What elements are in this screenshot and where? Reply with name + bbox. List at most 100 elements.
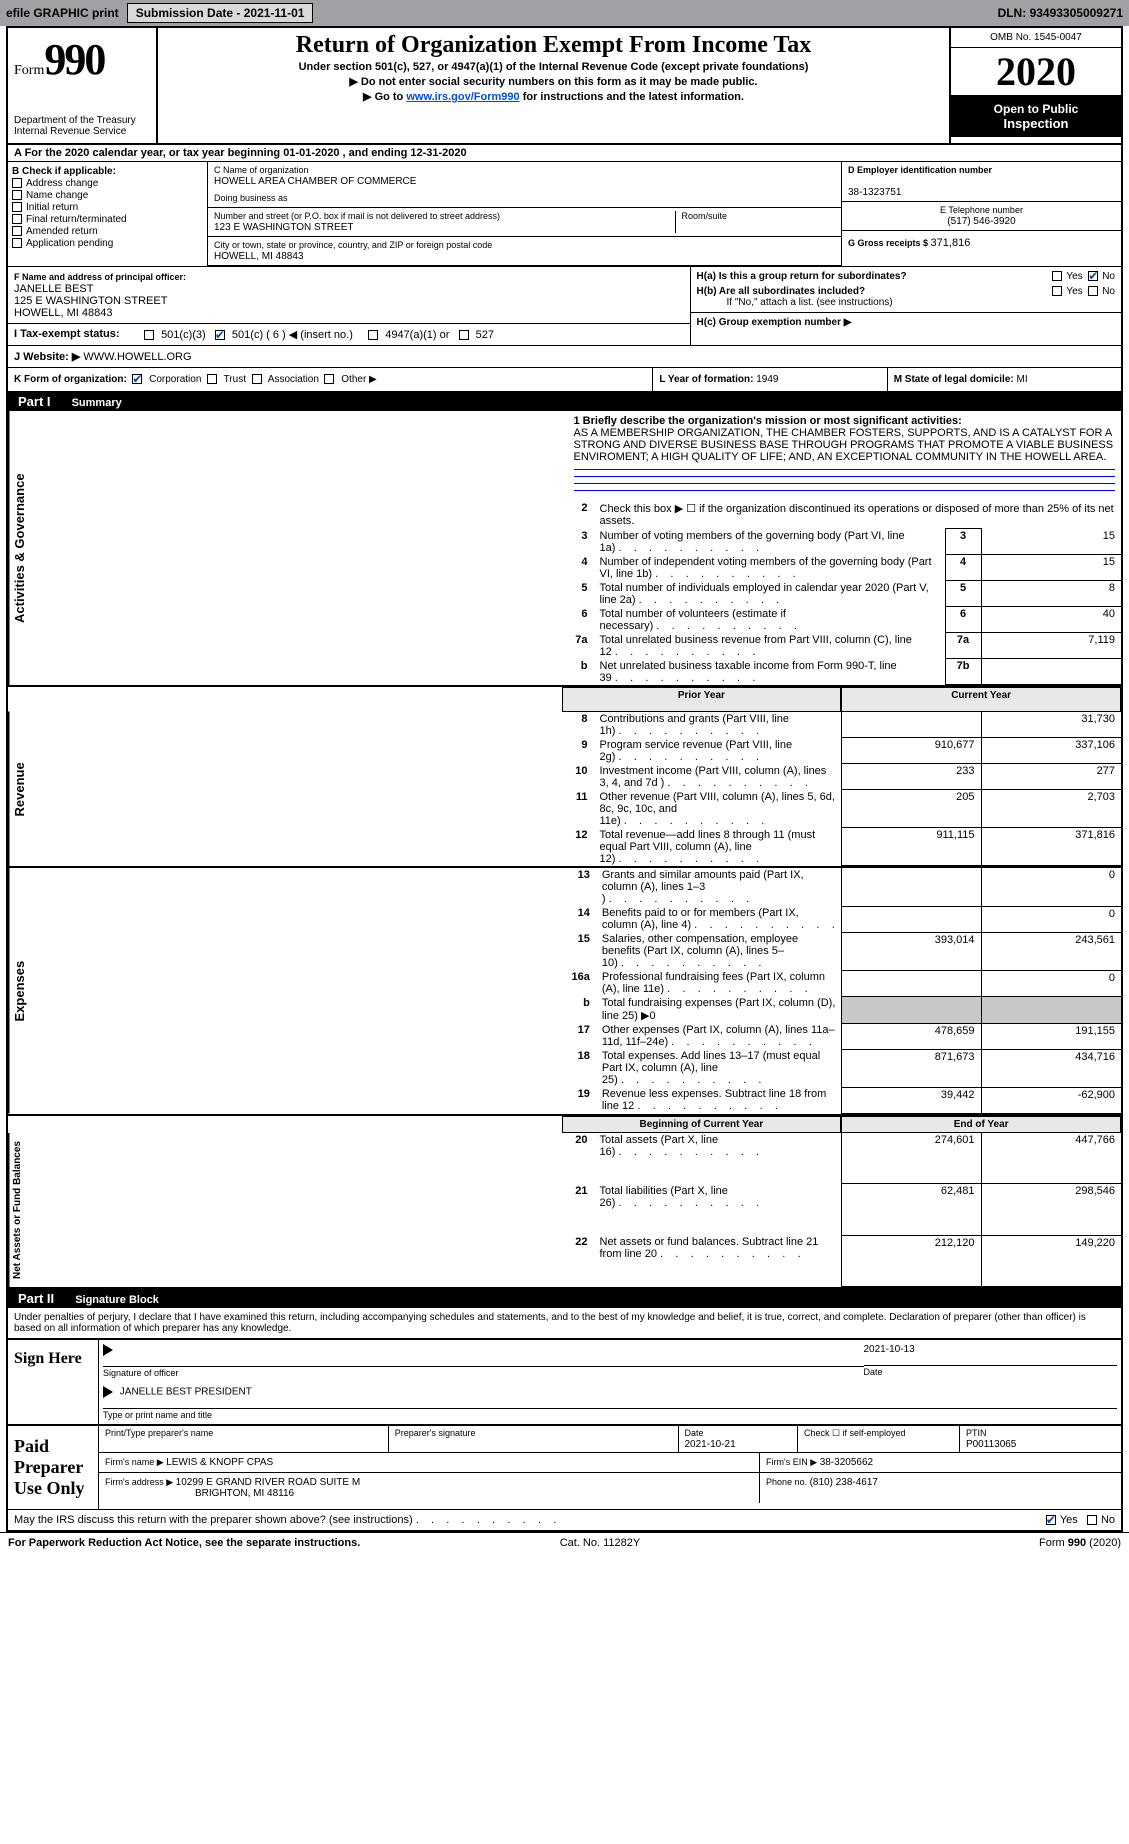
line-row: 5Total number of individuals employed in… (568, 581, 1122, 607)
cb-527[interactable] (459, 330, 469, 340)
begin-year-hdr: Beginning of Current Year (562, 1116, 842, 1133)
part1-body: Activities & Governance 1 Briefly descri… (8, 411, 1121, 685)
revenue-section: Revenue 8Contributions and grants (Part … (8, 712, 1121, 867)
block-d-hdr: D Employer identification number (848, 165, 992, 175)
sig-date: 2021-10-13 (864, 1344, 915, 1355)
line-row: bNet unrelated business taxable income f… (568, 659, 1122, 685)
mission-text: AS A MEMBERSHIP ORGANIZATION, THE CHAMBE… (574, 427, 1114, 463)
tax-year: 2020 (951, 48, 1121, 96)
line-row: 20Total assets (Part X, line 16)274,6014… (568, 1133, 1122, 1184)
irs-link[interactable]: www.irs.gov/Form990 (406, 91, 519, 103)
year-header-row: X Prior Year Current Year (8, 685, 1121, 712)
block-ha: H(a) Is this a group return for subordin… (697, 271, 1115, 282)
cb-final-return[interactable]: Final return/terminated (12, 214, 203, 225)
check-self-employed[interactable]: Check ☐ if self-employed (804, 1428, 906, 1438)
block-f-hdr: F Name and address of principal officer: (14, 272, 186, 282)
line-row: 13Grants and similar amounts paid (Part … (568, 868, 1122, 906)
firm-addr1: 10299 E GRAND RIVER ROAD SUITE M (176, 1477, 361, 1488)
submission-btn[interactable]: Submission Date - 2021-11-01 (127, 3, 314, 23)
line-row: 15Salaries, other compensation, employee… (568, 932, 1122, 970)
current-year-hdr: Current Year (841, 687, 1121, 712)
line-row: 9Program service revenue (Part VIII, lin… (568, 738, 1122, 764)
dln: DLN: 93493305009271 (998, 6, 1123, 20)
block-g-hdr: G Gross receipts $ (848, 238, 931, 248)
arrow-icon (103, 1344, 113, 1356)
line-row: 14Benefits paid to or for members (Part … (568, 906, 1122, 932)
line-row: 19Revenue less expenses. Subtract line 1… (568, 1087, 1122, 1113)
dba-label: Doing business as (214, 193, 288, 203)
line-row: 7aTotal unrelated business revenue from … (568, 633, 1122, 659)
gross-receipts: 371,816 (931, 237, 971, 249)
section-fh: F Name and address of principal officer:… (8, 267, 1121, 346)
begin-end-header: X Beginning of Current Year End of Year (8, 1114, 1121, 1133)
cat-no: Cat. No. 11282Y (560, 1537, 641, 1549)
cb-app-pending[interactable]: Application pending (12, 238, 203, 249)
subtitle-1: Under section 501(c), 527, or 4947(a)(1)… (168, 61, 939, 73)
line-row: 11Other revenue (Part VIII, column (A), … (568, 790, 1122, 828)
cb-other[interactable] (324, 374, 334, 384)
cb-hb-no[interactable] (1088, 286, 1098, 296)
part2-bar: Part II Signature Block (8, 1287, 1121, 1308)
sidetab-netassets: Net Assets or Fund Balances (8, 1133, 568, 1287)
block-hb-note: If "No," attach a list. (see instruction… (727, 297, 1115, 308)
cb-4947[interactable] (368, 330, 378, 340)
cb-name-change[interactable]: Name change (12, 190, 203, 201)
page-footer: For Paperwork Reduction Act Notice, see … (0, 1532, 1129, 1553)
line-row: 17Other expenses (Part IX, column (A), l… (568, 1023, 1122, 1049)
cb-amended[interactable]: Amended return (12, 226, 203, 237)
dept-treasury: Department of the Treasury (14, 115, 150, 126)
row-a-tax-year: A For the 2020 calendar year, or tax yea… (8, 145, 1121, 162)
line-row: 4Number of independent voting members of… (568, 555, 1122, 581)
paid-preparer-row: Paid Preparer Use Only Print/Type prepar… (8, 1424, 1121, 1509)
officer-addr1: 125 E WASHINGTON STREET (14, 295, 167, 307)
part1-bar: Part I Summary (8, 392, 1121, 411)
ein: 38-1323751 (848, 187, 901, 198)
cb-trust[interactable] (207, 374, 217, 384)
irs-label: Internal Revenue Service (14, 126, 150, 137)
org-name: HOWELL AREA CHAMBER OF COMMERCE (214, 176, 416, 187)
line-row: 22Net assets or fund balances. Subtract … (568, 1235, 1122, 1286)
cb-discuss-yes[interactable] (1046, 1515, 1056, 1525)
firm-name: LEWIS & KNOPF CPAS (166, 1457, 273, 1468)
form-container: Form990 Department of the Treasury Inter… (6, 26, 1123, 1532)
end-year-hdr: End of Year (841, 1116, 1121, 1133)
expenses-section: Expenses 13Grants and similar amounts pa… (8, 866, 1121, 1114)
website: WWW.HOWELL.ORG (83, 351, 191, 363)
telephone: (517) 546-3920 (947, 216, 1015, 227)
sidetab-activities: Activities & Governance (8, 411, 568, 685)
cb-ha-yes[interactable] (1052, 271, 1062, 281)
sig-officer-label: Signature of officer (103, 1366, 864, 1378)
line-row: 3Number of voting members of the governi… (568, 529, 1122, 555)
cb-corp[interactable] (132, 374, 142, 384)
street-addr: 123 E WASHINGTON STREET (214, 222, 353, 233)
line-row: 16aProfessional fundraising fees (Part I… (568, 970, 1122, 996)
open-inspection: Open to PublicInspection (951, 96, 1121, 137)
officer-addr2: HOWELL, MI 48843 (14, 307, 112, 319)
omb-number: OMB No. 1545-0047 (951, 28, 1121, 48)
declaration: Under penalties of perjury, I declare th… (8, 1308, 1121, 1338)
line-row: 8Contributions and grants (Part VIII, li… (568, 712, 1122, 738)
sidetab-expenses: Expenses (8, 868, 568, 1114)
cb-hb-yes[interactable] (1052, 286, 1062, 296)
city-hdr: City or town, state or province, country… (214, 240, 492, 250)
cb-initial-return[interactable]: Initial return (12, 202, 203, 213)
line-row: 18Total expenses. Add lines 13–17 (must … (568, 1049, 1122, 1087)
line-row: 10Investment income (Part VIII, column (… (568, 764, 1122, 790)
cb-ha-no[interactable] (1088, 271, 1098, 281)
cb-discuss-no[interactable] (1087, 1515, 1097, 1525)
officer-name: JANELLE BEST (14, 283, 93, 295)
cb-501c3[interactable] (144, 330, 154, 340)
sidetab-revenue: Revenue (8, 712, 568, 867)
netassets-section: Net Assets or Fund Balances 20Total asse… (8, 1133, 1121, 1287)
form-ref: Form 990 (2020) (1039, 1537, 1121, 1549)
lines-2-7: 2Check this box ▶ ☐ if the organization … (568, 501, 1122, 528)
arrow-icon (103, 1386, 113, 1398)
line-row: 12Total revenue—add lines 8 through 11 (… (568, 828, 1122, 866)
block-e-hdr: E Telephone number (940, 205, 1023, 215)
cb-assoc[interactable] (252, 374, 262, 384)
cb-address-change[interactable]: Address change (12, 178, 203, 189)
room-hdr: Room/suite (682, 211, 728, 221)
cb-501c[interactable] (215, 330, 225, 340)
discuss-row: May the IRS discuss this return with the… (8, 1509, 1121, 1530)
block-i-lbl: I Tax-exempt status: (14, 328, 120, 340)
